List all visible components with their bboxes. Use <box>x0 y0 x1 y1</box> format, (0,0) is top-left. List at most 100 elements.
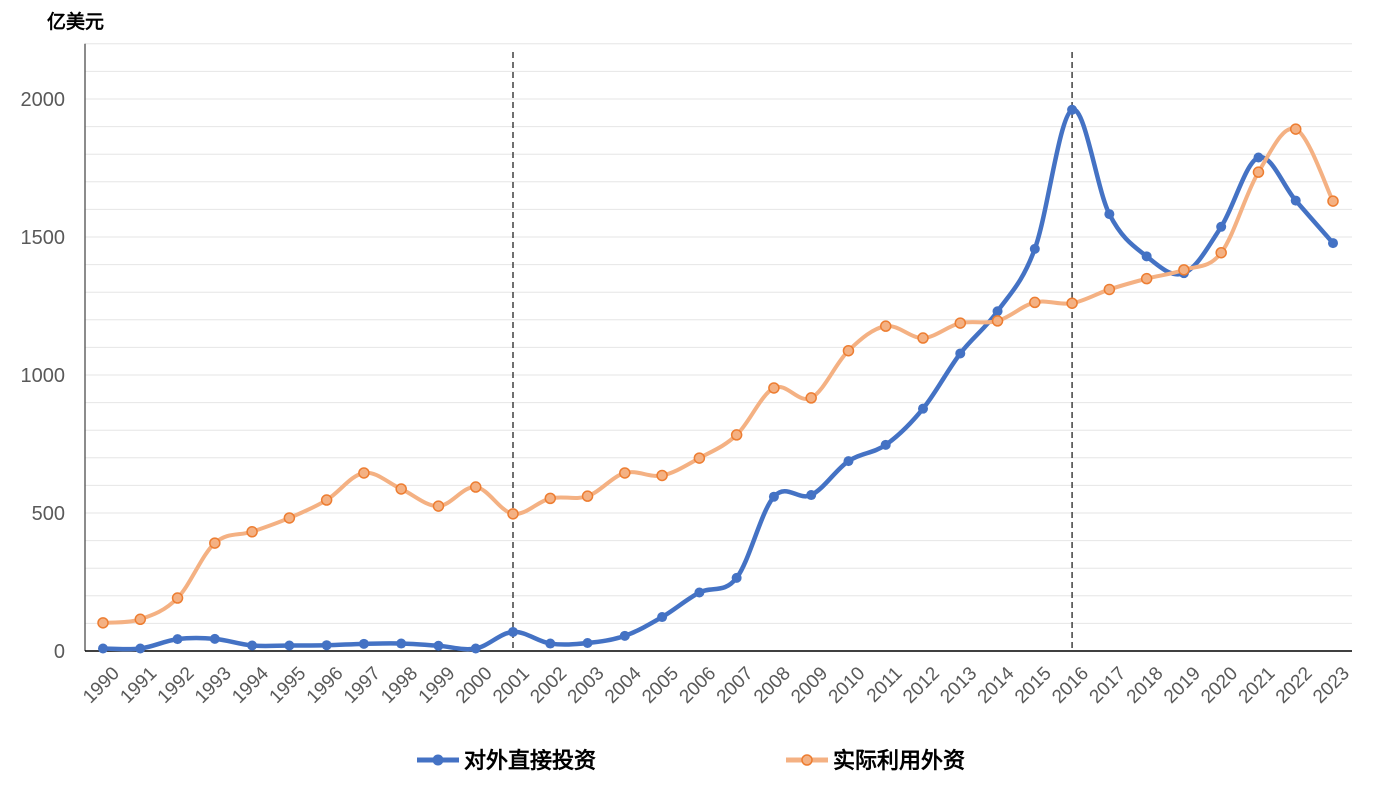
x-tick-label: 1994 <box>228 663 273 708</box>
data-point <box>582 637 593 648</box>
x-tick-label: 2023 <box>1309 663 1354 708</box>
data-point <box>358 638 369 649</box>
gridlines <box>85 43 1352 624</box>
legend-marker <box>432 754 444 766</box>
series-outward-fdi <box>98 104 1338 654</box>
x-tick-label: 2018 <box>1123 663 1168 708</box>
data-point <box>693 452 706 464</box>
data-point <box>1178 264 1190 276</box>
data-point <box>469 481 482 493</box>
data-point <box>247 640 258 651</box>
data-point <box>730 429 743 441</box>
data-point <box>656 469 668 482</box>
x-tick-label: 2021 <box>1235 663 1280 708</box>
legend-item-outward-fdi[interactable]: 对外直接投资 <box>417 748 596 773</box>
data-point <box>842 344 855 357</box>
x-tick-label: 2009 <box>787 663 832 708</box>
x-tick-label: 2006 <box>676 663 721 708</box>
series-line <box>102 126 1335 625</box>
data-point <box>917 332 929 344</box>
data-point <box>955 348 966 359</box>
axes: 0 500 1000 1500 2000 199019911992199319941995… <box>21 43 1354 708</box>
x-tick-label: 2015 <box>1011 663 1056 708</box>
data-point <box>209 633 220 644</box>
data-point <box>396 638 407 649</box>
x-tick-label: 2014 <box>974 663 1019 708</box>
data-point <box>433 640 444 651</box>
x-tick-label: 1990 <box>79 663 124 708</box>
x-tick-label: 1995 <box>266 663 311 708</box>
x-tick-label: 2005 <box>638 663 683 708</box>
y-axis-unit-label: 亿美元 <box>47 10 104 33</box>
data-point <box>1328 238 1338 249</box>
data-point <box>172 634 183 645</box>
data-point <box>918 403 928 414</box>
legend-item-utilized-fdi[interactable]: 实际利用外资 <box>786 748 965 773</box>
data-point <box>134 613 147 626</box>
data-point <box>1140 272 1153 285</box>
data-point <box>284 640 295 651</box>
y-tick-label: 1000 <box>21 365 66 387</box>
reference-lines <box>512 52 1073 651</box>
data-point <box>992 306 1003 317</box>
data-point <box>657 612 668 623</box>
data-point <box>1216 221 1227 232</box>
data-point <box>320 494 333 506</box>
data-point <box>1141 251 1152 262</box>
x-tick-label: 2019 <box>1160 663 1205 708</box>
legend: 对外直接投资 实际利用外资 <box>417 748 965 773</box>
data-point <box>97 617 109 629</box>
x-tick-label: 2001 <box>489 663 534 708</box>
legend-label: 实际利用外资 <box>833 748 965 773</box>
x-tick-label: 1992 <box>154 663 199 708</box>
data-point <box>283 512 296 524</box>
data-point <box>880 439 891 450</box>
data-point <box>507 508 519 520</box>
x-tick-label: 2004 <box>601 663 646 708</box>
data-point <box>1066 297 1078 309</box>
data-point <box>1029 296 1041 309</box>
data-point <box>508 626 518 637</box>
data-point <box>321 640 332 651</box>
data-point <box>1104 209 1115 220</box>
x-tick-label: 2002 <box>526 663 571 708</box>
data-point <box>879 320 892 332</box>
x-tick-label: 2010 <box>825 663 870 708</box>
data-point <box>1252 166 1265 178</box>
x-tick-label: 2016 <box>1048 663 1093 708</box>
series-group <box>97 104 1339 654</box>
x-tick-label: 2007 <box>713 663 758 708</box>
data-point <box>544 492 557 505</box>
data-point <box>545 638 556 649</box>
x-tick-label: 1998 <box>377 663 422 708</box>
x-tick-label: 2000 <box>452 663 497 708</box>
y-tick-label: 2000 <box>21 89 66 111</box>
x-tick-label: 2017 <box>1086 663 1131 708</box>
y-tick-label: 500 <box>32 503 65 525</box>
x-tick-label: 1997 <box>340 663 385 708</box>
data-point <box>731 572 742 583</box>
data-point <box>470 643 481 654</box>
x-tick-label: 1999 <box>415 663 460 708</box>
x-tick-label: 2012 <box>899 663 944 708</box>
legend-marker <box>801 754 813 766</box>
data-point <box>805 392 817 404</box>
data-point <box>991 315 1004 327</box>
data-point <box>581 490 594 502</box>
y-tick-label: 0 <box>54 641 65 663</box>
x-tick-label: 2020 <box>1197 663 1242 708</box>
data-point <box>806 490 817 501</box>
data-point <box>135 643 146 654</box>
x-tick-label: 2011 <box>863 663 907 707</box>
data-point <box>1103 283 1116 296</box>
x-tick-label: 1996 <box>303 663 348 708</box>
x-tick-label: 1993 <box>191 663 236 708</box>
x-tick-label: 2008 <box>750 663 795 708</box>
data-point <box>1253 152 1264 163</box>
data-point <box>768 491 779 502</box>
data-point <box>1029 243 1040 254</box>
y-tick-label: 1500 <box>21 227 66 249</box>
data-point <box>1289 123 1302 135</box>
legend-label: 对外直接投资 <box>464 748 596 773</box>
